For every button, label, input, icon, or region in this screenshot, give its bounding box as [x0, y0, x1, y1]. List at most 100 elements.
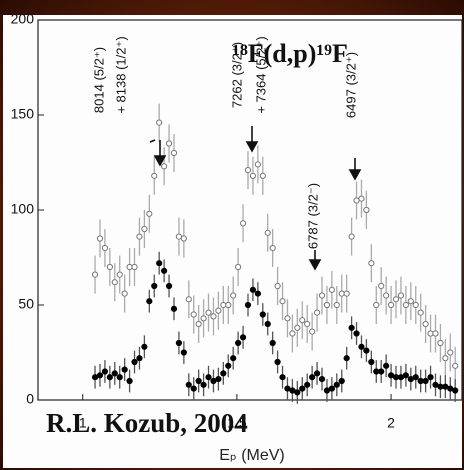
arrows	[149, 126, 362, 271]
data-point	[407, 298, 414, 305]
annotation: + 8138 (1/2⁺)	[113, 36, 128, 113]
data-point	[383, 292, 390, 299]
data-point	[116, 271, 123, 278]
data-point	[185, 381, 192, 388]
data-point	[447, 385, 454, 392]
data-point	[299, 317, 306, 324]
data-point	[328, 385, 335, 392]
data-point	[101, 244, 109, 252]
data-point	[131, 263, 138, 271]
data-point	[269, 339, 276, 347]
data-point	[210, 377, 217, 385]
data-point	[200, 381, 207, 388]
data-point	[121, 366, 128, 373]
data-point	[111, 279, 118, 286]
data-point	[383, 362, 390, 369]
data-point	[338, 377, 345, 385]
data-point	[151, 172, 158, 179]
x-axis-label: Eₚ (MeV)	[219, 447, 285, 464]
data-point	[151, 282, 158, 290]
annotation: 7262 (3/2⁺)	[229, 42, 244, 108]
data-point	[91, 374, 99, 381]
data-point	[220, 370, 227, 377]
data-point	[387, 301, 395, 309]
data-point	[407, 376, 414, 383]
data-point	[91, 271, 99, 278]
data-point	[96, 372, 104, 379]
data-point	[279, 298, 286, 305]
data-point	[235, 263, 242, 271]
data-point	[254, 161, 261, 168]
data-point	[106, 374, 113, 381]
data-point	[323, 387, 331, 394]
data-point	[343, 290, 350, 297]
data-point	[175, 233, 183, 240]
data-point	[215, 376, 222, 383]
data-point	[402, 301, 409, 309]
data-point	[200, 315, 207, 322]
data-point	[338, 290, 345, 297]
data-point	[136, 355, 143, 362]
data-point	[101, 368, 109, 375]
data-point	[180, 235, 187, 242]
data-point	[304, 381, 311, 388]
data-point	[220, 301, 227, 309]
data-point	[392, 374, 400, 381]
data-point	[318, 292, 326, 299]
data-point	[165, 140, 173, 147]
data-point	[442, 355, 449, 362]
data-point	[161, 267, 168, 274]
data-point	[417, 309, 424, 316]
data-point	[318, 376, 326, 383]
data-point	[289, 387, 296, 394]
data-point	[239, 220, 247, 227]
data-point	[378, 282, 385, 290]
data-point	[368, 260, 375, 267]
arrow-head	[348, 169, 362, 181]
data-point	[368, 358, 375, 366]
data-point	[106, 263, 113, 271]
y-tick-label: 0	[26, 391, 34, 407]
data-point	[294, 389, 301, 396]
data-point	[170, 149, 178, 157]
data-point	[313, 309, 321, 316]
data-point	[348, 233, 355, 240]
data-point	[141, 225, 148, 233]
data-point	[313, 370, 321, 377]
data-point	[412, 374, 419, 381]
data-point	[378, 368, 385, 375]
data-point	[156, 260, 163, 267]
data-point	[264, 229, 271, 236]
data-point	[309, 328, 316, 335]
data-point	[422, 377, 429, 385]
data-point	[175, 339, 183, 347]
arrow-head	[153, 155, 167, 167]
credit: R.L. Kozub, 2004	[46, 408, 248, 438]
data-point	[210, 313, 217, 320]
data-point	[156, 119, 163, 126]
data-point	[249, 172, 257, 179]
panel	[3, 15, 462, 468]
data-point	[239, 334, 247, 341]
y-tick-label: 50	[18, 296, 34, 312]
data-point	[397, 374, 405, 381]
data-point	[452, 362, 459, 369]
data-point	[353, 330, 360, 337]
annotation: 6787 (3/2⁻)	[305, 183, 320, 249]
data-point	[358, 343, 365, 350]
data-point	[264, 320, 271, 328]
data-point	[195, 377, 202, 385]
data-point	[190, 311, 197, 318]
data-point	[373, 301, 380, 309]
data-point	[235, 339, 242, 347]
data-point	[230, 292, 237, 299]
data-point	[136, 233, 143, 240]
data-point	[254, 290, 261, 297]
data-point	[432, 330, 439, 337]
data-point	[249, 286, 257, 293]
data-point	[215, 307, 222, 314]
chart-title: ¹⁸F(d,p)¹⁹F	[232, 39, 348, 68]
data-point	[447, 349, 454, 356]
data-point	[274, 282, 281, 290]
